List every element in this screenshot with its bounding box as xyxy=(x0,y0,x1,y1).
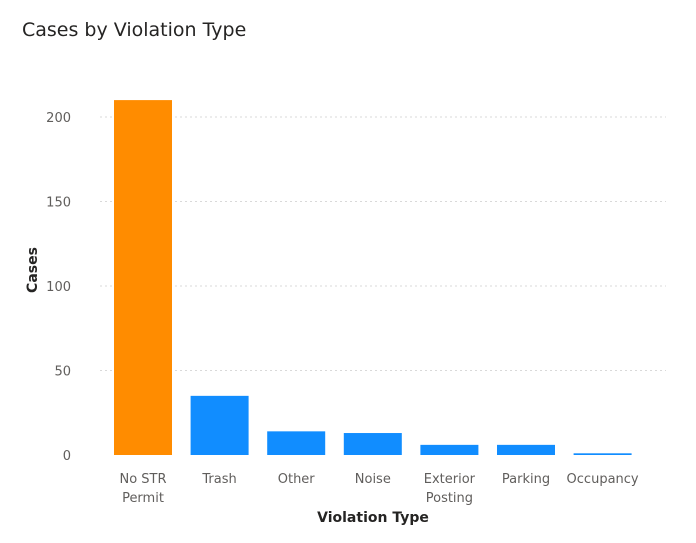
x-axis-title: Violation Type xyxy=(317,510,429,526)
bar-occupancy[interactable] xyxy=(573,453,632,455)
x-tick-label: Parking xyxy=(502,472,550,487)
chart-title: Cases by Violation Type xyxy=(22,19,247,41)
x-tick-label: Exterior Posting xyxy=(424,472,476,506)
bar-no-str-permit[interactable] xyxy=(114,100,172,455)
bars xyxy=(114,100,632,455)
y-axis-ticks: 0 50 100 150 200 xyxy=(46,111,71,464)
bar-trash[interactable] xyxy=(190,395,249,455)
y-tick-label: 200 xyxy=(46,111,71,126)
y-tick-label: 50 xyxy=(54,365,71,380)
x-tick-label: No STR Permit xyxy=(119,472,166,506)
x-tick-label: Occupancy xyxy=(567,472,639,487)
y-axis-title: Cases xyxy=(25,247,41,293)
bar-noise[interactable] xyxy=(343,433,402,455)
x-tick-label: Trash xyxy=(201,472,236,487)
y-tick-label: 150 xyxy=(46,196,71,211)
bar-other[interactable] xyxy=(267,431,326,455)
x-tick-label: Other xyxy=(278,472,316,487)
y-tick-label: 100 xyxy=(46,280,71,295)
x-tick-label: Noise xyxy=(355,472,391,487)
bar-parking[interactable] xyxy=(497,444,555,455)
y-tick-label: 0 xyxy=(63,449,71,464)
x-axis-ticks: No STR Permit Trash Other Noise Exterior Posti… xyxy=(119,472,638,506)
bar-exterior-posting[interactable] xyxy=(420,444,479,455)
gridlines xyxy=(100,116,666,371)
